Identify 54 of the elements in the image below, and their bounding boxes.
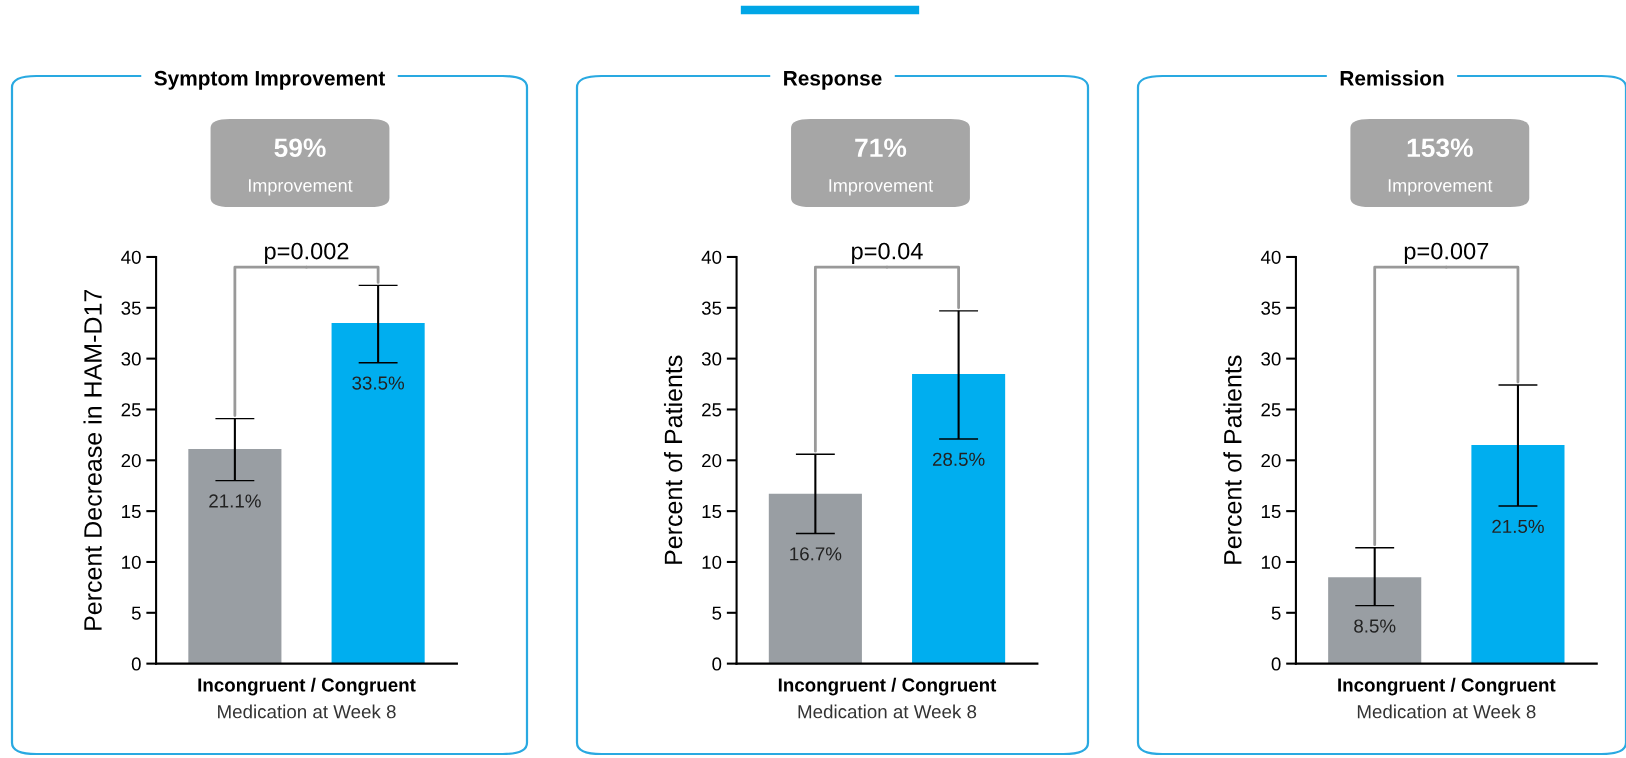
data-label: 16.7%: [790, 547, 842, 561]
y-tick-label: 25: [121, 403, 141, 417]
y-tick-label: 10: [122, 555, 141, 569]
x-axis-title: Medication at Week 8: [218, 704, 396, 719]
y-tick-label: 35: [121, 301, 141, 315]
text: 71%: [855, 138, 907, 158]
y-tick-label: 0: [712, 657, 722, 671]
y-tick-label: 20: [702, 454, 722, 468]
data-label: 21.1%: [209, 494, 261, 508]
annotation: p=0.002: [265, 242, 349, 265]
y-tick-label: 30: [121, 352, 141, 366]
annotation: p=0.04: [852, 242, 923, 265]
y-tick-label: 30: [701, 352, 722, 366]
y-tick-label: 40: [701, 250, 722, 264]
text: Incongruent / Congruent: [198, 677, 416, 696]
y-tick-label: 30: [1261, 352, 1281, 366]
y-tick-label: 15: [702, 505, 722, 519]
y-tick-label: 5: [131, 606, 141, 620]
text: Improvement: [829, 179, 934, 196]
y-axis-title: Percent Decrease in HAM-D17: [83, 289, 102, 630]
text: Improvement: [1388, 179, 1493, 196]
y-tick-label: 25: [1261, 403, 1281, 417]
y-tick-label: 20: [121, 454, 141, 468]
data-label: 21.5%: [1492, 519, 1544, 534]
text: 153%: [1407, 138, 1473, 158]
y-tick-label: 5: [1271, 606, 1281, 620]
chart-title: Symptom Improvement: [154, 70, 386, 90]
y-tick-label: 15: [122, 505, 141, 519]
text: Improvement: [248, 179, 353, 196]
y-tick-label: 15: [1261, 505, 1281, 519]
text: 59%: [274, 138, 326, 158]
text: Incongruent / Congruent: [1338, 677, 1556, 696]
data-label: 33.5%: [352, 376, 405, 390]
y-tick-label: 20: [1261, 454, 1281, 468]
y-tick-label: 35: [1261, 301, 1281, 315]
y-tick-label: 10: [1261, 555, 1281, 569]
x-axis-title: Medication at Week 8: [1357, 704, 1536, 719]
y-tick-label: 10: [702, 555, 722, 569]
text: Incongruent / Congruent: [778, 677, 997, 696]
y-tick-label: 25: [702, 403, 722, 417]
y-tick-label: 40: [121, 250, 141, 264]
x-axis-title: Medication at Week 8: [798, 704, 977, 719]
y-tick-label: 0: [1271, 657, 1281, 671]
chart-title: Response: [784, 71, 882, 90]
y-tick-label: 5: [712, 606, 722, 620]
data-label: 8.5%: [1354, 619, 1396, 633]
data-label: 28.5%: [932, 452, 985, 466]
y-axis-title: Percent of Patients: [663, 355, 683, 564]
chart-title: Remission: [1340, 70, 1444, 86]
annotation: p=0.007: [1404, 242, 1489, 265]
y-tick-label: 35: [701, 301, 722, 315]
y-tick-label: 0: [131, 657, 141, 671]
y-axis-title: Percent of Patients: [1223, 355, 1242, 564]
y-tick-label: 40: [1260, 250, 1281, 264]
